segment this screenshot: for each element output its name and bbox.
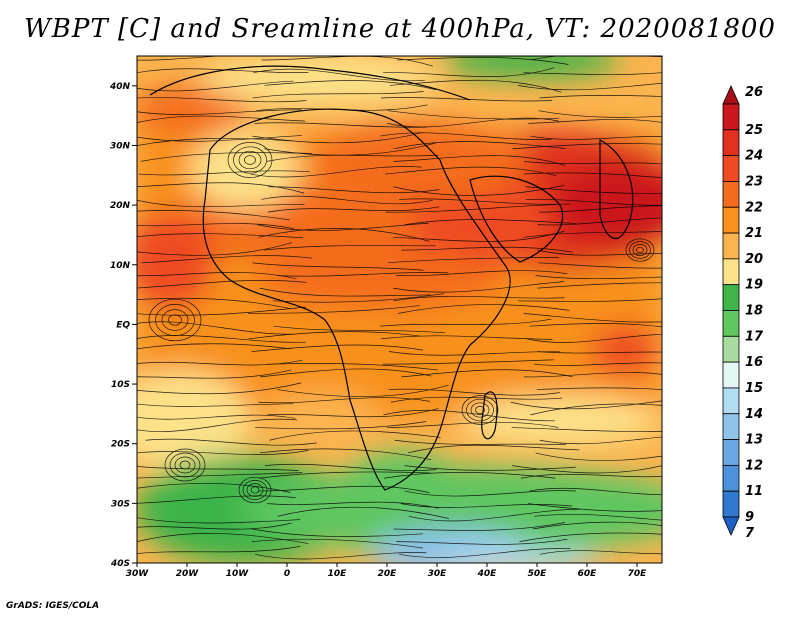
map-title: WBPT [C] and Sreamline at 400hPa, VT: 20…	[24, 14, 776, 44]
colorbar-segment	[722, 155, 740, 182]
lat-tick-label: 40N	[109, 82, 131, 92]
lat-tick-label: 10N	[110, 261, 131, 271]
colorbar-segment	[722, 181, 740, 208]
lat-tick-label: 30S	[111, 499, 130, 509]
lat-tick-label: 20N	[110, 201, 131, 211]
latitude-axis: 40N 30N 20N 10N EQ 10S 20S 30S 40S	[109, 82, 137, 569]
wbpt-color-field	[137, 56, 662, 563]
colorbar-label: 13	[745, 433, 763, 448]
colorbar-segment	[722, 258, 740, 286]
colorbar-segment	[722, 490, 740, 518]
colorbar-label: 23	[745, 174, 763, 189]
colorbar-label: 22	[745, 200, 763, 215]
lon-tick-label: 50E	[528, 569, 548, 579]
lon-tick-label: 10W	[226, 569, 250, 579]
colorbar-segment	[722, 439, 740, 466]
longitude-axis: 30W 20W 10W 0 10E 20E 30E 40E 50E 60E 70E	[126, 563, 647, 579]
colorbar-segment	[722, 413, 740, 440]
colorbar-top-arrow	[722, 85, 740, 105]
lon-tick-label: 20E	[378, 569, 398, 579]
lon-tick-label: 0	[284, 569, 290, 579]
colorbar-label: 15	[745, 381, 763, 396]
lon-tick-label: 30E	[428, 569, 448, 579]
colorbar-label: 17	[745, 329, 764, 344]
lon-tick-label: 10E	[328, 569, 348, 579]
map-frame	[136, 55, 663, 564]
colorbar-segment	[722, 387, 740, 415]
colorbar-label: 19	[745, 278, 763, 293]
colorbar-label: 14	[745, 407, 763, 422]
colorbar-segment	[722, 232, 740, 260]
colorbar-label: 18	[745, 304, 763, 319]
colorbar: 26 25 24 23 22 21 20 19 18 17 16 15 14 13 12 11 97	[722, 85, 764, 541]
colorbar-label: 26	[745, 85, 763, 100]
colorbar-label: 7	[745, 526, 755, 541]
lat-tick-label: 20S	[111, 440, 130, 450]
colorbar-bottom-arrow	[722, 516, 740, 536]
lon-tick-label: 30W	[126, 569, 150, 579]
colorbar-label: 9	[745, 510, 754, 525]
colorbar-segment	[722, 284, 740, 311]
colorbar-segment	[722, 361, 740, 389]
lon-tick-label: 20W	[176, 569, 200, 579]
lon-tick-label: 60E	[578, 569, 598, 579]
lon-tick-label: 40E	[477, 569, 498, 579]
colorbar-label: 25	[745, 123, 763, 138]
colorbar-segment	[722, 103, 740, 131]
colorbar-label: 24	[745, 149, 763, 164]
colorbar-label: 11	[745, 484, 763, 499]
lat-tick-label: 10S	[111, 380, 130, 390]
colorbar-label: 20	[745, 252, 763, 267]
colorbar-segment	[722, 310, 740, 337]
lat-tick-label: 40S	[110, 559, 130, 569]
colorbar-segment	[722, 464, 740, 492]
colorbar-segment	[722, 206, 740, 234]
colorbar-label: 16	[745, 355, 763, 370]
grads-credit: GrADS: IGES/COLA	[6, 601, 100, 611]
colorbar-label: 12	[745, 458, 763, 473]
lat-tick-label: EQ	[116, 320, 130, 330]
lon-tick-label: 70E	[628, 569, 648, 579]
colorbar-segment	[722, 129, 740, 157]
lat-tick-label: 30N	[110, 141, 131, 151]
coastlines	[149, 65, 634, 491]
colorbar-segment	[722, 335, 740, 363]
colorbar-label: 21	[745, 226, 763, 241]
